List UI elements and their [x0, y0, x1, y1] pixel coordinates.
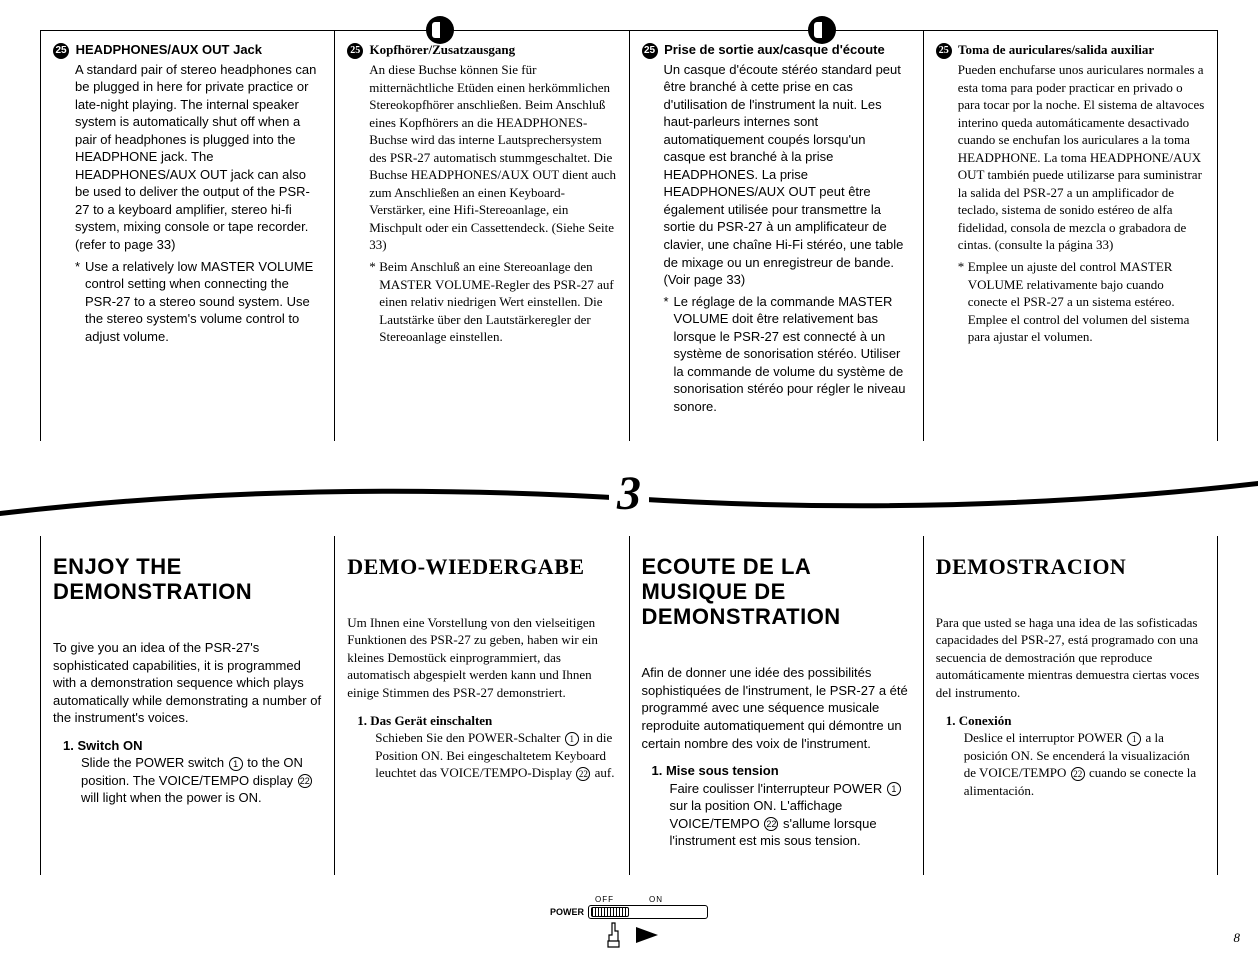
item-body: Un casque d'écoute stéréo standard peut … — [664, 61, 911, 289]
power-switch-row: POWER — [519, 905, 739, 919]
item-note: * Le réglage de la commande MASTER VOLUM… — [664, 293, 911, 416]
column-fr: 25 Prise de sortie aux/casque d'écoute U… — [629, 30, 923, 441]
bottom-columns: ENJOY THE DEMONSTRATION To give you an i… — [40, 536, 1218, 875]
item-body: A standard pair of stereo headphones can… — [75, 61, 322, 254]
section-divider: 3 — [0, 466, 1258, 526]
section-heading: ECOUTE DE LA MUSIQUE DE DEMONSTRATION — [642, 554, 911, 630]
section-heading: DEMOSTRACION — [936, 554, 1205, 579]
step-title: Das Gerät einschalten — [370, 713, 492, 728]
item-number-badge: 25 — [347, 43, 363, 59]
manual-page: 25 HEADPHONES/AUX OUT Jack A standard pa… — [0, 0, 1258, 954]
power-label: POWER — [550, 907, 584, 917]
step: 1. Switch ON Slide the POWER switch 1 to… — [63, 737, 322, 807]
ref-icon: 22 — [1071, 767, 1085, 781]
column-fr: ECOUTE DE LA MUSIQUE DE DEMONSTRATION Af… — [629, 536, 923, 875]
top-columns: 25 HEADPHONES/AUX OUT Jack A standard pa… — [40, 30, 1218, 441]
bullet-star: * — [958, 258, 968, 346]
tab-icon — [808, 16, 836, 44]
section-heading: DEMO-WIEDERGABE — [347, 554, 616, 579]
step-number: 1. — [946, 713, 956, 728]
step-title: Conexión — [959, 713, 1012, 728]
switch-track — [588, 905, 708, 919]
column-es: 25 Toma de auriculares/salida auxiliar P… — [923, 30, 1218, 441]
item-header: 25 Kopfhörer/Zusatzausgang — [347, 41, 616, 59]
ref-icon: 22 — [764, 817, 778, 831]
ref-icon: 1 — [887, 782, 901, 796]
item-number-badge: 25 — [53, 43, 69, 59]
finger-arrow-row — [519, 921, 739, 949]
note-text: Beim Anschluß an eine Stereoanlage den M… — [379, 258, 616, 346]
item-number-badge: 25 — [642, 43, 658, 59]
step-body: Deslice el interruptor POWER 1 a la posi… — [964, 729, 1205, 799]
item-header: 25 Toma de auriculares/salida auxiliar — [936, 41, 1205, 59]
power-state-labels: OFF ON — [519, 895, 739, 904]
item-note: * Beim Anschluß an eine Stereoanlage den… — [369, 258, 616, 346]
section-intro: To give you an idea of the PSR-27's soph… — [53, 639, 322, 727]
bullet-star: * — [75, 258, 85, 346]
item-header: 25 Prise de sortie aux/casque d'écoute — [642, 41, 911, 59]
column-de: 25 Kopfhörer/Zusatzausgang An diese Buch… — [334, 30, 628, 441]
ref-icon: 1 — [1127, 732, 1141, 746]
note-text: Use a relatively low MASTER VOLUME contr… — [85, 258, 322, 346]
section-heading: ENJOY THE DEMONSTRATION — [53, 554, 322, 605]
item-body: An diese Buchse können Sie für mitternäc… — [369, 61, 616, 254]
switch-slider — [591, 907, 629, 917]
off-label: OFF — [595, 895, 614, 904]
column-es: DEMOSTRACION Para que usted se haga una … — [923, 536, 1218, 875]
tab-icon — [426, 16, 454, 44]
step: 1. Conexión Deslice el interruptor POWER… — [946, 712, 1205, 800]
item-number-badge: 25 — [936, 43, 952, 59]
arrow-right-icon — [636, 927, 658, 943]
note-text: Le réglage de la commande MASTER VOLUME … — [674, 293, 911, 416]
ref-icon: 22 — [576, 767, 590, 781]
column-de: DEMO-WIEDERGABE Um Ihnen eine Vorstellun… — [334, 536, 628, 875]
column-en: 25 HEADPHONES/AUX OUT Jack A standard pa… — [40, 30, 334, 441]
item-title: HEADPHONES/AUX OUT Jack — [76, 42, 262, 57]
step-title: Switch ON — [77, 738, 142, 753]
section-number: 3 — [609, 465, 649, 520]
step-title: Mise sous tension — [666, 763, 779, 778]
ref-icon: 1 — [565, 732, 579, 746]
section-intro: Para que usted se haga una idea de las s… — [936, 614, 1205, 702]
item-header: 25 HEADPHONES/AUX OUT Jack — [53, 41, 322, 59]
item-note: * Use a relatively low MASTER VOLUME con… — [75, 258, 322, 346]
ref-icon: 22 — [298, 774, 312, 788]
step-body: Faire coulisser l'interrupteur POWER 1 s… — [670, 780, 911, 850]
step: 1. Mise sous tension Faire coulisser l'i… — [652, 762, 911, 850]
step-number: 1. — [652, 763, 663, 778]
page-number: 8 — [1234, 930, 1241, 946]
on-label: ON — [649, 895, 663, 904]
item-note: * Emplee un ajuste del control MASTER VO… — [958, 258, 1205, 346]
item-title: Kopfhörer/Zusatzausgang — [370, 42, 516, 57]
power-switch-diagram: OFF ON POWER — [519, 895, 739, 949]
bullet-star: * — [369, 258, 379, 346]
note-text: Emplee un ajuste del control MASTER VOLU… — [968, 258, 1205, 346]
step-body: Slide the POWER switch 1 to the ON posit… — [81, 754, 322, 807]
ref-icon: 1 — [229, 757, 243, 771]
section-intro: Um Ihnen eine Vorstellung von den vielse… — [347, 614, 616, 702]
item-body: Pueden enchufarse unos auriculares norma… — [958, 61, 1205, 254]
step: 1. Das Gerät einschalten Schieben Sie de… — [357, 712, 616, 782]
section-intro: Afin de donner une idée des possibilités… — [642, 664, 911, 752]
step-number: 1. — [63, 738, 74, 753]
column-en: ENJOY THE DEMONSTRATION To give you an i… — [40, 536, 334, 875]
bullet-star: * — [664, 293, 674, 416]
item-title: Prise de sortie aux/casque d'écoute — [664, 42, 885, 57]
item-title: Toma de auriculares/salida auxiliar — [958, 42, 1154, 57]
pointing-hand-icon — [600, 921, 626, 949]
step-body: Schieben Sie den POWER-Schalter 1 in die… — [375, 729, 616, 782]
step-number: 1. — [357, 713, 367, 728]
